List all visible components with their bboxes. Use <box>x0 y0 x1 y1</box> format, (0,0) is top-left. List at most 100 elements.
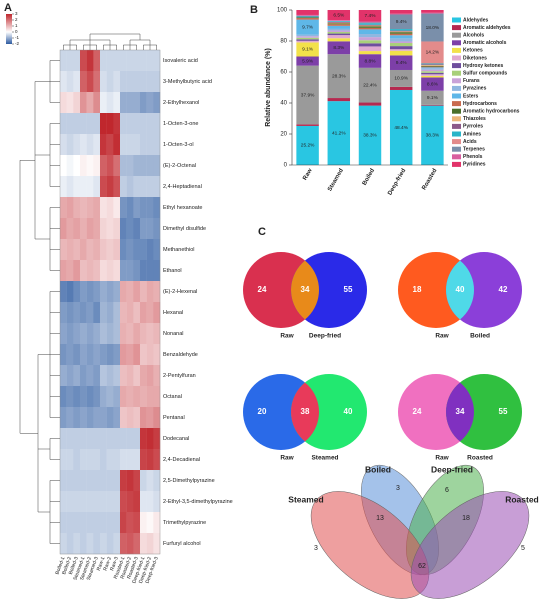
heatmap-cell <box>126 470 134 492</box>
heatmap-cell <box>140 176 147 198</box>
heatmap-cell <box>140 449 147 471</box>
heatmap-cell <box>133 50 141 72</box>
heatmap-cell <box>153 365 161 387</box>
legend-label: Furans <box>463 78 480 84</box>
heatmap-cell <box>93 92 101 114</box>
heatmap-cell <box>140 407 147 429</box>
heatmap-cell <box>80 281 87 303</box>
heatmap-cell <box>153 113 161 135</box>
heatmap-cell <box>93 281 101 303</box>
bar-segment <box>327 25 351 29</box>
heatmap-cell <box>153 449 161 471</box>
heatmap-cell <box>66 50 74 72</box>
bar-segment <box>389 69 413 87</box>
heatmap-cell <box>106 491 114 513</box>
bar-segment <box>327 30 351 33</box>
heatmap-cell <box>140 218 147 240</box>
heatmap-cell <box>133 344 141 366</box>
heatmap-cell <box>146 428 154 450</box>
heatmap-cell <box>146 281 154 303</box>
heatmap-cell <box>106 281 114 303</box>
heatmap-cell <box>93 533 101 555</box>
column-label: Boiled-2 <box>61 556 73 575</box>
heatmap-cell <box>106 365 114 387</box>
bar-segment <box>327 41 351 55</box>
heatmap-cell <box>80 71 87 93</box>
heatmap-cell <box>86 113 94 135</box>
value-label: 18.0% <box>426 25 440 31</box>
heatmap-cell <box>100 113 107 135</box>
y-tick-label: 0 <box>284 163 288 169</box>
heatmap-cell <box>153 491 161 513</box>
heatmap-cell <box>126 512 134 534</box>
heatmap-cell <box>120 92 127 114</box>
heatmap-cell <box>73 176 81 198</box>
heatmap-cell <box>73 470 81 492</box>
bar-segment <box>389 32 413 34</box>
heatmap-cell <box>113 197 121 219</box>
heatmap-cell <box>146 323 154 345</box>
heatmap-cell <box>80 113 87 135</box>
legend-label: Pyrroles <box>463 124 483 130</box>
bar-segment <box>421 90 444 105</box>
row-label: Dodecanal <box>163 436 189 442</box>
legend-label: Terpenes <box>463 147 485 153</box>
legend-label: Aromatic alcohols <box>463 40 507 46</box>
heatmap-cell <box>120 197 127 219</box>
region-count: 55 <box>499 407 508 416</box>
heatmap-cell <box>113 260 121 282</box>
heatmap-cell <box>86 197 94 219</box>
region-count: 40 <box>344 407 353 416</box>
legend-swatch <box>452 40 461 46</box>
heatmap-cell <box>140 512 147 534</box>
heatmap-cell <box>66 344 74 366</box>
heatmap-cell <box>93 176 101 198</box>
heatmap-cell <box>113 491 121 513</box>
heatmap-cell <box>113 239 121 261</box>
heatmap-cell <box>153 386 161 408</box>
heatmap-cell <box>113 428 121 450</box>
bar-segment <box>421 67 444 69</box>
column-label: Raw-3 <box>109 556 120 572</box>
bar-segment <box>296 10 319 15</box>
heatmap-cell <box>73 491 81 513</box>
heatmap-cell <box>80 386 87 408</box>
heatmap-cell <box>113 176 121 198</box>
heatmap-cell <box>93 323 101 345</box>
panel-label: C <box>258 226 266 238</box>
legend-label: Esters <box>463 93 479 99</box>
bar-segment <box>421 105 444 165</box>
bar-segment <box>389 86 413 90</box>
heatmap-cell <box>60 134 67 156</box>
heatmap-cell <box>86 407 94 429</box>
heatmap-cell <box>106 155 114 177</box>
bar-segment <box>327 33 351 36</box>
heatmap-cell <box>153 176 161 198</box>
heatmap-cell <box>120 113 127 135</box>
heatmap-cell <box>66 134 74 156</box>
heatmap-cell <box>60 155 67 177</box>
heatmap-cell <box>93 113 101 135</box>
row-label: Ethanol <box>163 268 182 274</box>
x-tick-label: Raw <box>302 168 314 182</box>
heatmap-cell <box>80 176 87 198</box>
heatmap-cell <box>80 260 87 282</box>
heatmap-cell <box>93 386 101 408</box>
heatmap-cell <box>80 365 87 387</box>
heatmap-cell <box>113 113 121 135</box>
heatmap-cell <box>133 470 141 492</box>
heatmap-cell <box>100 260 107 282</box>
set-label: Boiled <box>470 333 490 340</box>
heatmap-cell <box>93 344 101 366</box>
bar-segment <box>421 71 444 73</box>
value-label: 38.3% <box>363 133 377 139</box>
heatmap-cell <box>66 260 74 282</box>
bar-segment <box>389 38 413 42</box>
heatmap-cell <box>106 428 114 450</box>
heatmap-cell <box>80 323 87 345</box>
heatmap-cell <box>80 197 87 219</box>
bar-segment <box>327 54 351 99</box>
legend-label: Amines <box>463 131 481 137</box>
heatmap-cell <box>60 386 67 408</box>
heatmap-cell <box>86 428 94 450</box>
